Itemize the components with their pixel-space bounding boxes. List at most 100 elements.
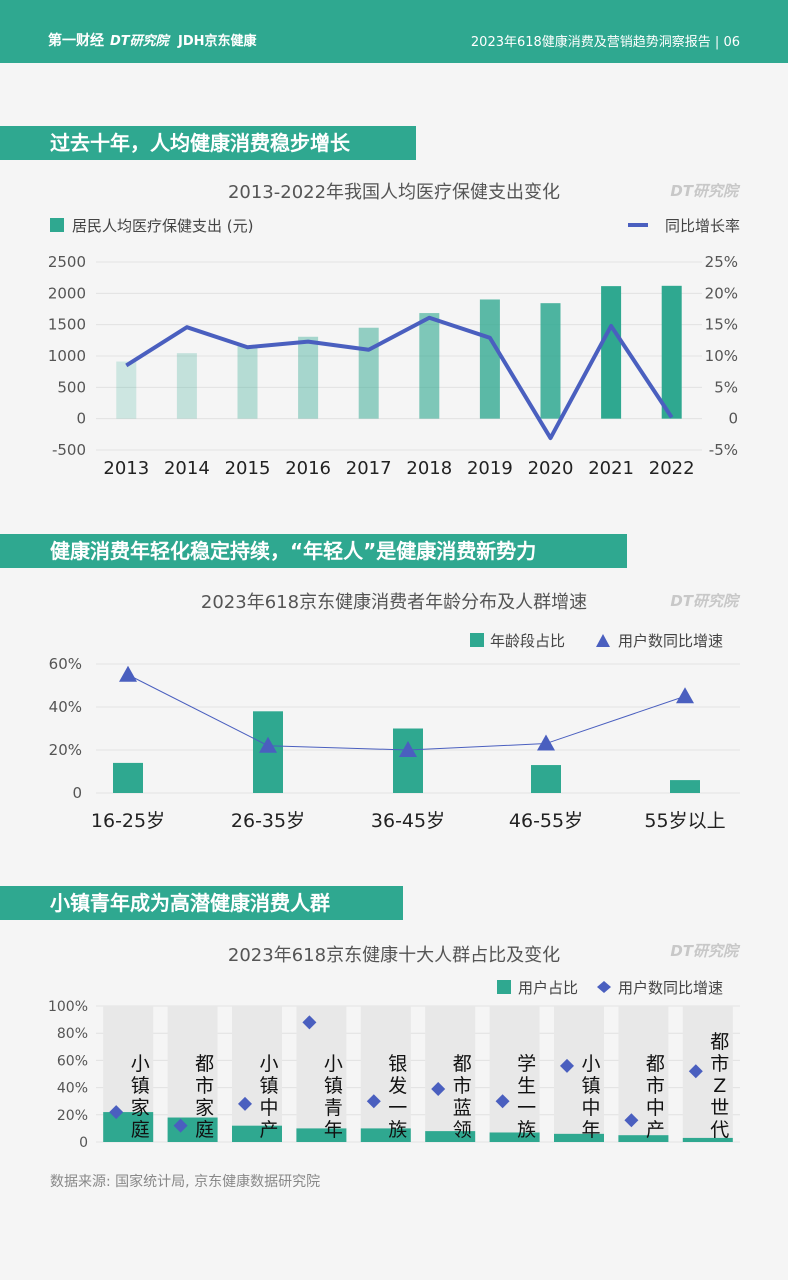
y-tick-right: 15%	[705, 316, 738, 334]
chart3-svg: 用户占比 用户数同比增速 100% 80% 60% 40% 20% 0 小镇家庭 都市家庭 小镇中产…	[48, 979, 740, 1151]
bar-2017	[358, 327, 379, 419]
growth-marker-55岁以上	[676, 687, 694, 704]
y-tick-left: 1500	[48, 316, 86, 334]
growth-diamond-小镇中产	[238, 1096, 252, 1111]
bar-小镇中产	[232, 1125, 282, 1142]
y-tick: 0	[79, 1135, 88, 1151]
y-tick: 60%	[57, 1053, 88, 1069]
report-title: 2023年618健康消费及营销趋势洞察报告 | 06	[470, 35, 740, 50]
y-tick-right: 5%	[714, 378, 738, 396]
category-label-小镇青年: 小镇青年	[324, 1053, 343, 1141]
bar-2016	[298, 336, 319, 419]
y-tick: 20%	[49, 741, 82, 759]
legend-diamond-swatch	[597, 981, 611, 993]
chart1-title: 2013-2022年我国人均医疗保健支出变化	[227, 182, 561, 203]
category-label-都市蓝领: 都市蓝领	[453, 1053, 472, 1141]
bar-小镇中年	[554, 1133, 604, 1142]
x-tick-46-55岁: 46-55岁	[509, 810, 583, 832]
growth-diamond-都市家庭	[173, 1118, 188, 1133]
bar-16-25岁	[113, 762, 143, 793]
x-tick-16-25岁: 16-25岁	[91, 810, 165, 832]
growth-diamond-小镇青年	[302, 1015, 317, 1030]
y-tick: 100%	[48, 999, 88, 1015]
column-bg	[489, 1006, 540, 1142]
chart1-svg: 居民人均医疗保健支出 (元) 同比增长率 2500 2000 1500 1000 500 0 -…	[48, 217, 740, 479]
growth-rate-line	[125, 315, 674, 441]
x-tick-26-35岁: 26-35岁	[231, 810, 305, 832]
watermark-3: DT研究院	[670, 942, 738, 960]
x-tick-2014: 2014	[164, 458, 210, 479]
growth-diamond-学生一族	[495, 1094, 510, 1109]
section-banner-2: 健康消费年轻化稳定持续，“年轻人”是健康消费新势力	[0, 534, 627, 568]
column-bg	[425, 1006, 476, 1142]
y-tick-left: 2500	[48, 253, 86, 271]
x-tick-2021: 2021	[588, 458, 634, 479]
legend-bar-swatch	[497, 980, 511, 994]
x-tick-2017: 2017	[346, 458, 392, 479]
legend-bar-label: 年龄段占比	[490, 632, 565, 650]
x-tick-2020: 2020	[528, 458, 574, 479]
growth-diamond-都市Z世代	[688, 1064, 703, 1079]
x-tick-36-45岁: 36-45岁	[371, 810, 445, 832]
bar-2022	[661, 285, 682, 419]
legend-triangle-label: 用户数同比增速	[618, 632, 723, 650]
column-bg	[360, 1006, 411, 1142]
bar-2019	[479, 299, 500, 419]
bar-都市蓝领	[425, 1131, 476, 1142]
growth-diamond-银发一族	[366, 1094, 381, 1109]
bar-2018	[419, 313, 440, 419]
y-tick: 40%	[49, 698, 82, 716]
y-tick: 0	[72, 784, 82, 802]
jdh-logo: JDH京东健康	[178, 34, 257, 49]
legend-bar-swatch	[470, 633, 484, 647]
section-banner-1: 过去十年，人均健康消费稳步增长	[0, 126, 416, 160]
growth-marker-46-55岁	[537, 734, 555, 751]
y-tick: 20%	[57, 1108, 88, 1124]
bar-都市Z世代	[682, 1137, 733, 1142]
y-tick: 60%	[49, 655, 82, 673]
y-tick-left: -500	[52, 441, 86, 459]
bar-都市中产	[618, 1135, 669, 1142]
dt-logo: DT研究院	[110, 34, 169, 49]
growth-marker-36-45岁	[399, 741, 417, 757]
bar-学生一族	[489, 1132, 540, 1142]
category-label-学生一族: 学生一族	[517, 1053, 536, 1141]
growth-marker-16-25岁	[119, 665, 137, 682]
watermark-2: DT研究院	[670, 592, 738, 610]
category-label-都市中产: 都市中产	[646, 1053, 665, 1141]
bar-46-55岁	[531, 765, 561, 793]
category-label-都市家庭: 都市家庭	[195, 1053, 214, 1141]
y-tick-left: 1000	[48, 347, 86, 365]
legend-diamond-label: 用户数同比增速	[618, 979, 723, 997]
x-tick-55岁以上: 55岁以上	[644, 810, 725, 832]
category-label-都市Z世代: 都市 Z 世代	[710, 1031, 729, 1141]
y-tick-right: 25%	[705, 253, 738, 271]
bar-银发一族	[360, 1128, 411, 1142]
x-tick-2019: 2019	[467, 458, 513, 479]
data-source: 数据来源: 国家统计局, 京东健康数据研究院	[50, 1174, 321, 1190]
column-bg	[232, 1006, 282, 1142]
x-tick-2015: 2015	[225, 458, 271, 479]
column-bg	[554, 1006, 604, 1142]
section-banner-3: 小镇青年成为高潜健康消费人群	[0, 886, 403, 920]
legend-bar-label: 居民人均医疗保健支出 (元)	[72, 217, 253, 235]
x-tick-2022: 2022	[649, 458, 695, 479]
y-tick-right: 20%	[705, 284, 738, 302]
legend-bar-swatch	[50, 218, 64, 232]
bar-2013	[116, 361, 137, 419]
y-tick-right: 0	[728, 410, 738, 428]
bar-小镇家庭	[103, 1112, 154, 1142]
y-tick: 40%	[57, 1081, 88, 1097]
y-tick: 80%	[57, 1026, 88, 1042]
bar-36-45岁	[393, 728, 423, 793]
growth-diamond-都市蓝领	[431, 1081, 446, 1096]
category-label-小镇家庭: 小镇家庭	[131, 1053, 150, 1141]
column-bg	[296, 1006, 347, 1142]
category-label-小镇中年: 小镇中年	[581, 1053, 600, 1141]
category-label-小镇中产: 小镇中产	[259, 1053, 278, 1141]
bar-2020	[540, 303, 561, 419]
growth-diamond-都市中产	[624, 1113, 639, 1128]
category-label-银发一族: 银发一族	[388, 1053, 407, 1141]
growth-marker-26-35岁	[259, 736, 277, 753]
y-tick-left: 0	[76, 410, 86, 428]
